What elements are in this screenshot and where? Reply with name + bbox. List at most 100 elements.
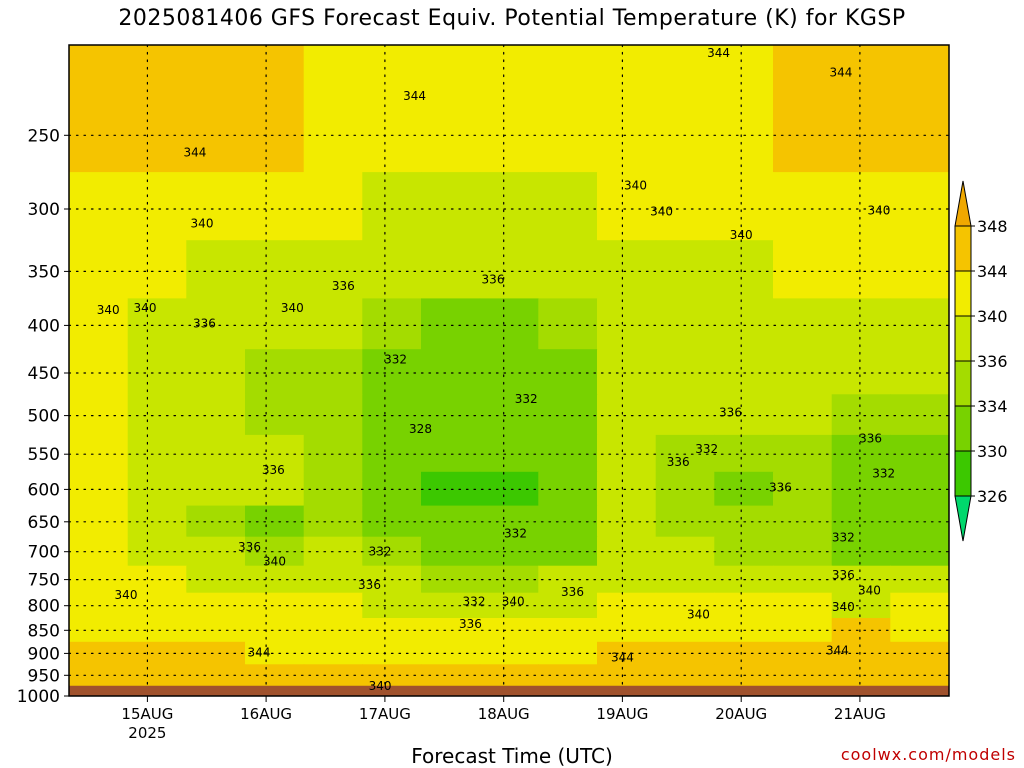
field-cell [186, 471, 246, 507]
field-cell [421, 349, 481, 395]
field-cell [186, 394, 246, 436]
y-tick-label: 600 [28, 480, 60, 500]
field-cell [127, 172, 187, 241]
colorbar-label: 344 [977, 262, 1008, 281]
field-cell [362, 349, 422, 395]
field-cell [831, 45, 891, 173]
x-tick-label: 19AUG [596, 705, 648, 723]
field-cell [362, 172, 422, 241]
colorbar-segment [954, 450, 972, 497]
field-cell [773, 298, 833, 350]
contour-label: 344 [248, 646, 271, 660]
field-cell [421, 240, 481, 299]
field-cell [538, 298, 598, 350]
contour-label: 336 [482, 272, 505, 286]
field-cell [597, 298, 657, 350]
field-cell [831, 394, 891, 436]
field-cell [831, 298, 891, 350]
field-cell [127, 298, 187, 350]
field-cell [773, 394, 833, 436]
field-cell [245, 45, 305, 173]
y-tick-label: 300 [28, 200, 60, 220]
field-cell [479, 298, 539, 350]
field-cell [538, 471, 598, 507]
field-cell [538, 45, 598, 173]
field-cell [890, 641, 949, 665]
field-cell [127, 641, 187, 665]
field-cell [831, 349, 891, 395]
field-cell [479, 349, 539, 395]
field-cell [186, 641, 246, 665]
field-cell [245, 172, 305, 241]
field-cell [362, 298, 422, 350]
contour-label: 344 [829, 65, 852, 79]
field-cell [714, 298, 774, 350]
field-cell [773, 45, 833, 173]
contour-label: 340 [832, 600, 855, 614]
y-tick-label: 650 [28, 513, 60, 533]
contour-label: 332 [369, 545, 392, 559]
field-cell [597, 172, 657, 241]
contour-label: 340 [97, 303, 120, 317]
contour-label: 336 [769, 480, 792, 494]
y-tick-label: 350 [28, 262, 60, 282]
field-cell [186, 565, 246, 594]
field-cell [831, 618, 891, 643]
colorbar-segment [954, 225, 972, 272]
field-cell [421, 641, 481, 665]
field-cell [69, 349, 129, 395]
contour-label: 340 [867, 203, 890, 217]
field-cell [538, 505, 598, 538]
x-tick-label: 15AUG [121, 705, 173, 723]
contour-label: 336 [332, 279, 355, 293]
ground-band [69, 685, 949, 696]
field-cell [421, 45, 481, 173]
field-cell [538, 240, 598, 299]
credit-link[interactable]: coolwx.com/models [840, 745, 1016, 764]
field-cell [538, 172, 598, 241]
field-cell [186, 592, 246, 619]
field-cell [538, 434, 598, 473]
field-cell [597, 349, 657, 395]
field-cell [655, 45, 715, 173]
contour-label: 344 [183, 146, 206, 160]
field-cell [303, 298, 363, 350]
contour-label: 336 [719, 405, 742, 419]
field-cell [655, 394, 715, 436]
field-cell [714, 172, 774, 241]
contour-label: 336 [262, 463, 285, 477]
field-cell [69, 172, 129, 241]
y-tick-label: 250 [28, 126, 60, 146]
field-cell [127, 240, 187, 299]
field-cell [597, 394, 657, 436]
field-cell [186, 298, 246, 350]
y-tick-label: 900 [28, 644, 60, 664]
contour-label: 340 [502, 595, 525, 609]
field-cell [538, 536, 598, 567]
x-tick-label: 17AUG [359, 705, 411, 723]
contour-label: 336 [667, 455, 690, 469]
field-cell [69, 240, 129, 299]
field-cell [890, 394, 949, 436]
field-cell [303, 172, 363, 241]
y-tick-label: 400 [28, 316, 60, 336]
field-cell [303, 349, 363, 395]
field-cell [186, 45, 246, 173]
y-tick-label: 750 [28, 571, 60, 591]
y-tick-label: 700 [28, 543, 60, 563]
field-cell [127, 394, 187, 436]
contour-label: 340 [650, 205, 673, 219]
field-cell [655, 172, 715, 241]
contour-label: 340 [134, 301, 157, 315]
contour-label: 332 [384, 352, 407, 366]
field-cell [69, 434, 129, 473]
field-cell [186, 240, 246, 299]
field-cell [714, 45, 774, 173]
field-cell [479, 45, 539, 173]
contour-label: 336 [459, 617, 482, 631]
contour-label: 340 [730, 228, 753, 242]
y-tick-label: 450 [28, 364, 60, 384]
field-cell [127, 349, 187, 395]
contour-label: 340 [191, 217, 214, 231]
